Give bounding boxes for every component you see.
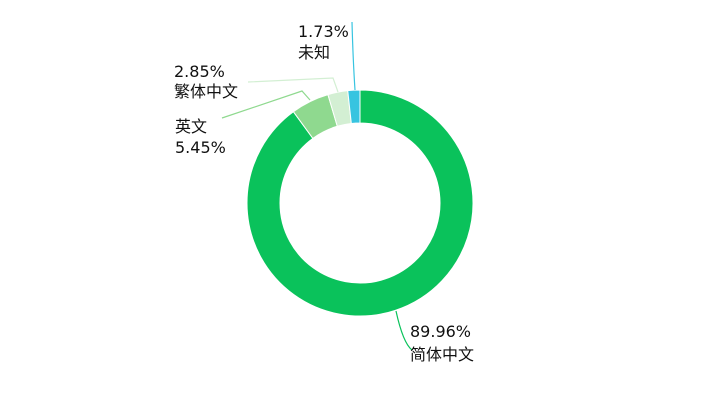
leader-line-yingwen [221,90,311,119]
label-name-jianti-zhongwen: 简体中文 [410,345,474,364]
slice-jianti-zhongwen[interactable] [246,89,474,317]
label-name-fanti-zhongwen: 繁体中文 [174,82,238,101]
leader-line-fanti-zhongwen [247,77,339,93]
slice-labels: 1.73% 未知 2.85% 繁体中文 英文 5.45% 89.96% 简体中文 [174,22,474,364]
slice-weizhi[interactable] [347,89,361,125]
leader-line-jianti-zhongwen [395,310,413,351]
leader-line-weizhi [351,21,356,91]
label-value-jianti-zhongwen: 89.96% [410,322,471,341]
donut-ring [246,89,474,317]
label-value-yingwen: 5.45% [175,138,226,157]
leader-lines [221,21,413,351]
label-value-weizhi: 1.73% [298,22,349,41]
label-value-fanti-zhongwen: 2.85% [174,62,225,81]
label-name-weizhi: 未知 [298,43,330,62]
label-name-yingwen: 英文 [175,117,207,136]
